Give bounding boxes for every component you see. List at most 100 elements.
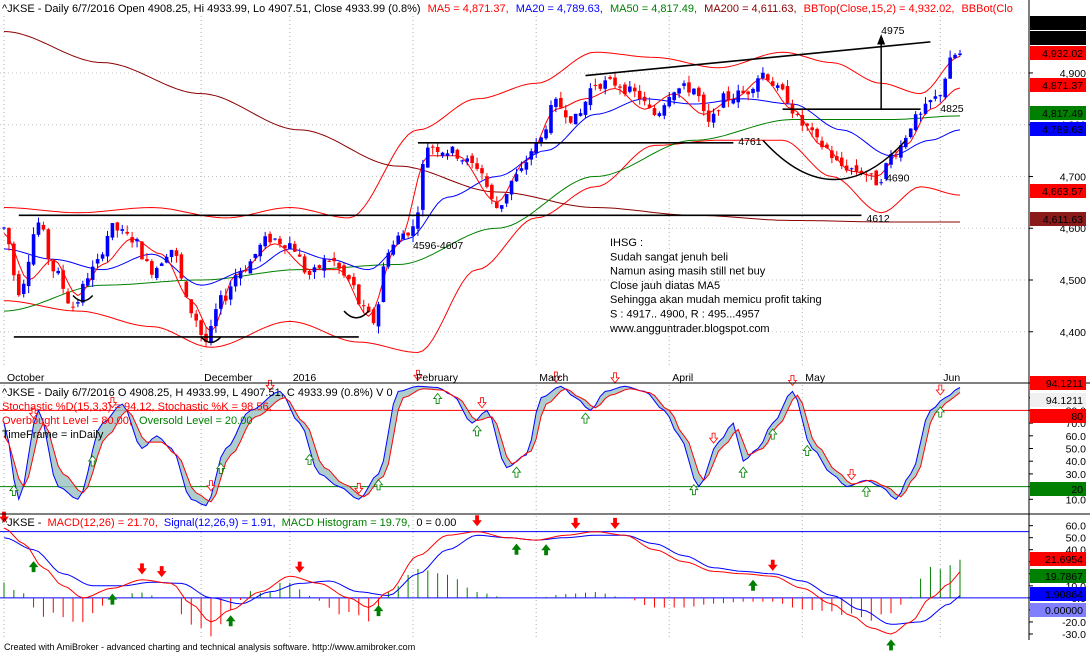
candle-down bbox=[361, 305, 366, 307]
analysis-note-line: S : 4917.. 4900, R : 495...4957 bbox=[610, 309, 760, 321]
candle-down bbox=[115, 222, 120, 231]
candle-down bbox=[785, 85, 790, 104]
candle-up bbox=[90, 266, 95, 280]
candle-up bbox=[583, 101, 588, 115]
header-ma50: MA50 = 4,817.49, bbox=[610, 3, 697, 15]
stoch-buy-arrow bbox=[802, 444, 813, 456]
stoch-k-line bbox=[3, 385, 961, 507]
candle-down bbox=[243, 269, 248, 272]
oversold-label: Oversold Level = 20.00 bbox=[139, 415, 252, 427]
candle-up bbox=[76, 302, 80, 304]
candle-down bbox=[618, 86, 622, 88]
x-tick-label: April bbox=[672, 372, 693, 384]
candle-down bbox=[770, 81, 775, 86]
candle-up bbox=[425, 147, 430, 168]
candle-down bbox=[494, 201, 499, 209]
candle-up bbox=[578, 113, 583, 116]
x-tick-label: October bbox=[7, 372, 45, 384]
price-annotation: 4612 bbox=[866, 213, 890, 225]
x-tick-label: May bbox=[805, 372, 826, 384]
candle-up bbox=[312, 267, 317, 273]
candle-down bbox=[297, 254, 302, 257]
price-badge-label: 4,663.57 bbox=[1042, 186, 1083, 198]
candle-down bbox=[642, 96, 647, 102]
candle-down bbox=[455, 149, 460, 159]
candle-up bbox=[672, 92, 676, 101]
price-badge: 4,933.99 bbox=[1030, 31, 1086, 45]
candle-up bbox=[736, 90, 741, 103]
candle-up bbox=[677, 88, 681, 94]
candle-up bbox=[662, 105, 667, 116]
stoch-d-line bbox=[3, 388, 961, 503]
candle-down bbox=[179, 254, 184, 279]
price-badge-label: 4,611.63 bbox=[1043, 214, 1083, 226]
candle-up bbox=[692, 88, 696, 95]
candle-up bbox=[411, 226, 415, 236]
macd-badge-label: 1.90864 bbox=[1045, 589, 1083, 601]
stoch-buy-arrow bbox=[373, 479, 384, 491]
candle-down bbox=[485, 176, 489, 187]
x-tick-label: February bbox=[416, 372, 459, 384]
candle-up bbox=[233, 275, 238, 287]
candle-up bbox=[219, 295, 223, 309]
candle-down bbox=[632, 87, 637, 92]
stoch-badge: 94.1211 bbox=[1030, 376, 1086, 390]
macd-buy-arrow bbox=[107, 593, 118, 605]
candle-down bbox=[307, 270, 312, 275]
stoch-badge: 20 bbox=[1030, 482, 1086, 496]
candle-up bbox=[81, 283, 85, 303]
candle-down bbox=[366, 306, 371, 313]
header-bbtop: BBTop(Close,15,2) = 4,932.02, bbox=[804, 3, 955, 15]
candle-down bbox=[869, 173, 874, 175]
candle-down bbox=[844, 165, 849, 171]
candle-up bbox=[938, 95, 943, 97]
price-tick-label: 4,400 bbox=[1060, 327, 1086, 339]
badge-layer: 4,933.99 4,933.99 4,932.02 4,871.37 4,817.49… bbox=[1030, 16, 1086, 617]
candle-up bbox=[884, 163, 888, 179]
candle-up bbox=[164, 256, 169, 263]
candle-up bbox=[933, 96, 938, 99]
candle-down bbox=[800, 114, 805, 126]
macd-tick-label: 60.0 bbox=[1066, 521, 1087, 533]
stoch-buy-arrow bbox=[87, 455, 98, 467]
price-badge-box bbox=[1030, 78, 1086, 92]
candle-up bbox=[85, 278, 90, 286]
candle-up bbox=[504, 194, 509, 204]
price-badge-label: 4,932.02 bbox=[1042, 48, 1083, 60]
stoch-buy-arrow bbox=[767, 428, 778, 440]
candle-down bbox=[480, 168, 484, 174]
candle-up bbox=[918, 113, 923, 115]
candle-up bbox=[273, 238, 277, 240]
candle-up bbox=[588, 88, 593, 106]
candle-down bbox=[342, 265, 346, 276]
candle-up bbox=[440, 152, 445, 156]
stoch-badge-box bbox=[1030, 376, 1086, 390]
candle-down bbox=[687, 82, 691, 93]
candle-down bbox=[327, 260, 332, 262]
price-badge: 4,789.63 bbox=[1030, 122, 1086, 136]
macd-badge: 21.6954 bbox=[1030, 552, 1086, 566]
candle-up bbox=[100, 254, 105, 259]
price-pane[interactable] bbox=[0, 0, 1029, 370]
candle-down bbox=[430, 146, 435, 148]
candle-down bbox=[810, 127, 814, 131]
candle-down bbox=[820, 140, 824, 148]
trendline bbox=[585, 41, 931, 77]
candle-down bbox=[746, 91, 750, 95]
price-badge-box bbox=[1030, 46, 1086, 60]
candle-up bbox=[913, 114, 918, 131]
candle-up bbox=[603, 80, 607, 89]
stoch-badge-box bbox=[1030, 482, 1086, 496]
stoch-buy-arrow bbox=[511, 466, 522, 478]
price-badge: 4,932.02 bbox=[1030, 46, 1086, 60]
stoch-badge-box bbox=[1030, 409, 1086, 423]
stoch-buy-arrow bbox=[472, 425, 482, 437]
macd-pane[interactable] bbox=[0, 514, 1029, 640]
candle-up bbox=[450, 146, 455, 154]
macd-tick-label: -30.0 bbox=[1062, 629, 1086, 641]
candle-up bbox=[923, 103, 928, 114]
candle-up bbox=[539, 137, 543, 144]
candle-up bbox=[391, 244, 396, 255]
macd-buy-arrow bbox=[373, 605, 384, 617]
